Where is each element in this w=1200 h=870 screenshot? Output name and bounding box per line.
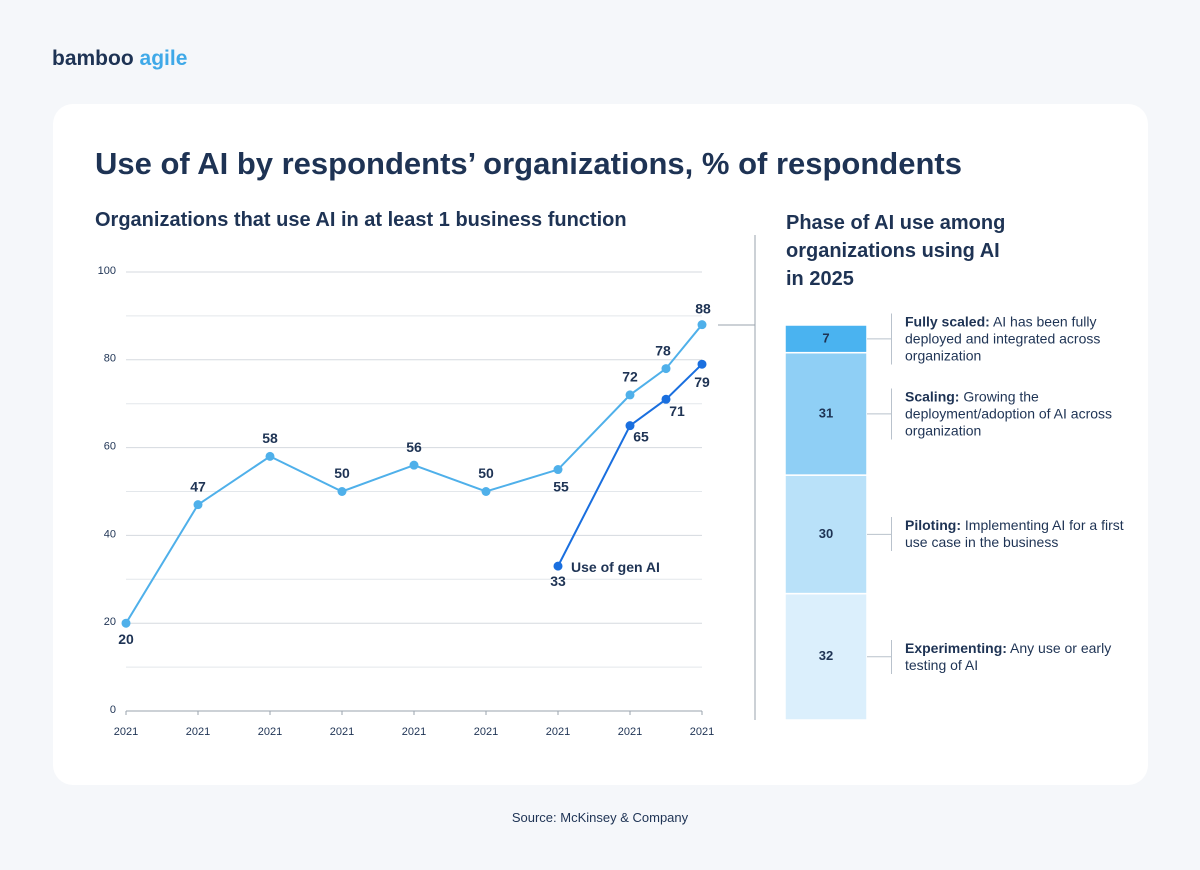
bar-segment <box>784 474 868 595</box>
data-label: 50 <box>478 465 494 481</box>
x-tick-label: 2021 <box>402 726 426 738</box>
card <box>53 104 1148 785</box>
bar-segment <box>784 592 868 721</box>
segment-name: Scaling: <box>905 388 960 405</box>
y-tick-label: 80 <box>104 353 116 365</box>
x-tick-label: 2021 <box>114 726 138 738</box>
segment-description: Experimenting: Any use or early testing … <box>891 639 1130 674</box>
segment-label: 30 <box>819 526 833 541</box>
data-point <box>481 487 491 496</box>
brand-second: agile <box>139 47 188 70</box>
data-label: 20 <box>118 631 134 647</box>
data-label: 71 <box>669 403 685 419</box>
y-tick-label: 100 <box>98 265 116 277</box>
x-tick-label: 2021 <box>474 726 498 738</box>
segment-label: 31 <box>819 405 833 420</box>
series-label: Use of gen AI <box>571 559 660 575</box>
data-point <box>193 500 203 510</box>
data-label: 33 <box>550 573 566 589</box>
data-point <box>553 561 563 571</box>
data-label: 88 <box>695 300 711 316</box>
segment-text: Growing the deployment/adoption of AI ac… <box>905 388 1113 439</box>
data-label: 58 <box>262 430 278 446</box>
segment-text: Any use or early testing of AI <box>905 639 1112 673</box>
source: Source: McKinsey & Company <box>511 810 689 825</box>
brand: bamboo agile <box>52 47 187 71</box>
x-tick-label: 2021 <box>186 726 210 738</box>
series-line <box>125 324 703 624</box>
data-point <box>553 465 563 475</box>
segment-label: 32 <box>819 648 833 663</box>
series-line <box>557 363 703 567</box>
data-point <box>661 394 671 404</box>
data-label: 56 <box>406 439 422 455</box>
segment-text: AI has been fully deployed and integrate… <box>905 313 1101 364</box>
segment-description: Scaling: Growing the deployment/adoption… <box>891 388 1130 440</box>
x-tick-label: 2021 <box>330 726 354 738</box>
segment-label: 7 <box>822 330 829 345</box>
y-tick-label: 60 <box>104 441 116 453</box>
bar-chart-title: Phase of AI use among organizations usin… <box>786 212 1006 290</box>
data-label: 78 <box>655 342 671 358</box>
x-tick-label: 2021 <box>546 726 570 738</box>
segment-name: Fully scaled: <box>905 313 990 330</box>
data-label: 72 <box>622 369 638 385</box>
segment-description: Piloting: Implementing AI for a first us… <box>891 517 1130 552</box>
segment-text: Implementing AI for a first use case in … <box>905 517 1124 551</box>
brand-first: bamboo <box>52 47 134 70</box>
data-point <box>337 487 347 496</box>
data-label: 55 <box>553 478 569 494</box>
segment-name: Piloting: <box>905 517 961 534</box>
data-label: 47 <box>190 478 206 494</box>
x-tick-label: 2021 <box>690 726 714 738</box>
y-tick-label: 40 <box>104 528 116 540</box>
data-point <box>625 390 635 400</box>
x-tick-label: 2021 <box>258 726 282 738</box>
data-label: 79 <box>694 374 710 390</box>
data-label: 50 <box>334 465 350 481</box>
segment-name: Experimenting: <box>905 639 1007 656</box>
data-point <box>697 359 707 369</box>
data-point <box>265 451 275 461</box>
title: Use of AI by respondents’ organizations,… <box>95 146 962 181</box>
data-point <box>121 618 131 628</box>
data-point <box>661 364 671 374</box>
line-chart-title: Organizations that use AI in at least 1 … <box>95 209 627 231</box>
segment-description: Fully scaled: AI has been fully deployed… <box>891 313 1130 365</box>
data-label: 65 <box>633 428 649 444</box>
x-tick-label: 2021 <box>618 726 642 738</box>
data-point <box>409 460 419 470</box>
data-point <box>625 421 635 431</box>
y-tick-label: 20 <box>104 616 116 628</box>
data-point <box>697 320 707 330</box>
bar-segment <box>784 324 868 354</box>
y-tick-label: 0 <box>110 704 116 716</box>
